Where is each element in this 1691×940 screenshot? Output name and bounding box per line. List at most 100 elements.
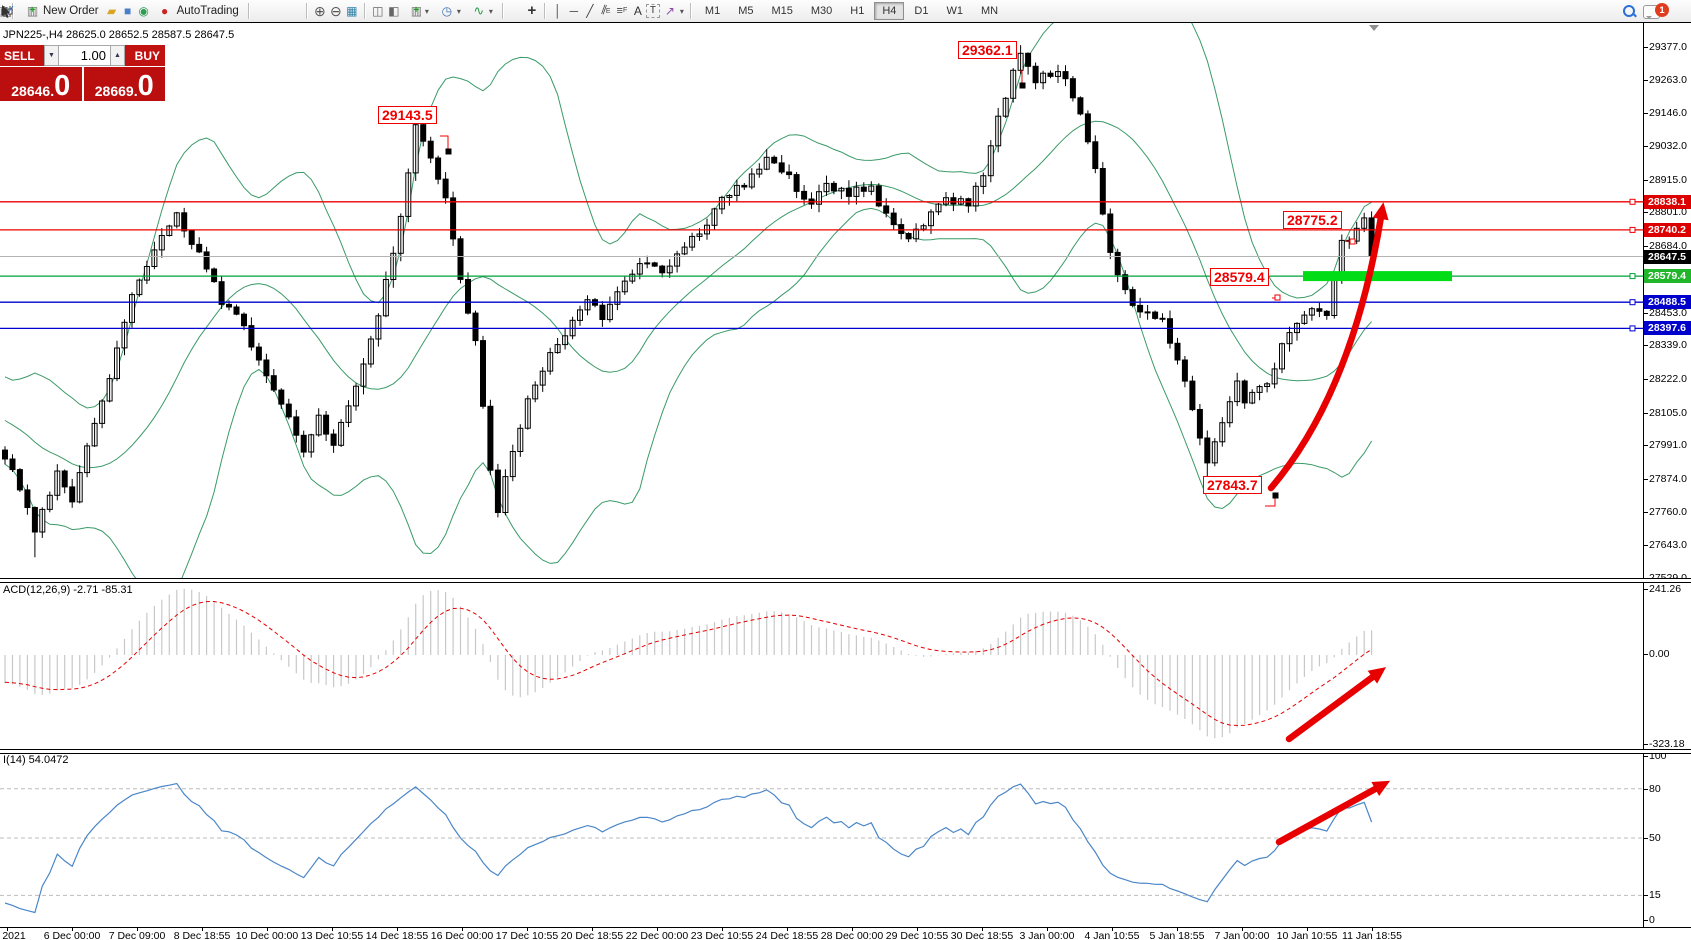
new-chart-dropdown[interactable]: ▥ + ▾ bbox=[402, 1, 434, 21]
sell-button[interactable]: SELL bbox=[0, 45, 44, 66]
annotation-arrow[interactable] bbox=[1285, 672, 1378, 743]
candlestick-chart-type-icon[interactable] bbox=[2, 3, 286, 19]
vertical-line-tool-icon[interactable]: │ bbox=[554, 4, 562, 18]
mql-community-icon[interactable]: ■ bbox=[123, 4, 132, 18]
timeframe-button-m15[interactable]: M15 bbox=[771, 5, 793, 17]
timeframe-button-d1[interactable]: D1 bbox=[914, 5, 929, 17]
crosshair-tool-icon[interactable]: + bbox=[527, 2, 537, 19]
zoom-in-icon[interactable]: ⊕ bbox=[313, 3, 326, 19]
annotation-arrow[interactable] bbox=[1275, 784, 1381, 846]
chart-shift-marker[interactable] bbox=[1369, 25, 1379, 31]
new-order-button[interactable]: ▥ + New Order bbox=[18, 1, 104, 21]
main-price-pane[interactable] bbox=[0, 23, 1643, 578]
auto-arrange-icon[interactable]: ◫ bbox=[372, 4, 384, 18]
gold-symbols-icon[interactable]: ▰ bbox=[106, 4, 117, 18]
period-dropdown[interactable]: ◷ ▾ bbox=[434, 1, 466, 21]
text-label-tool-icon[interactable]: T bbox=[645, 4, 660, 18]
time-axis-tick bbox=[592, 928, 593, 931]
level-price-badge: 28838.1 bbox=[1644, 194, 1691, 209]
timeframe-button-m1[interactable]: M1 bbox=[704, 5, 721, 17]
timeframe-button-h4[interactable]: H4 bbox=[874, 2, 905, 20]
callout-anchor-marker[interactable] bbox=[445, 148, 452, 155]
toolbar-separator bbox=[363, 3, 366, 19]
toolbar-separator bbox=[543, 3, 546, 19]
shapes-dropdown[interactable]: ↗ ▾ bbox=[660, 1, 686, 21]
bar-chart-type-icon[interactable] bbox=[1, 3, 270, 19]
macd-signal-line[interactable] bbox=[4, 600, 1372, 727]
buy-price-main: 28669. bbox=[94, 83, 138, 99]
horizontal-line-tool-icon[interactable]: ─ bbox=[569, 4, 579, 18]
annotation-arrow[interactable] bbox=[1267, 213, 1385, 492]
line-anchor-marker[interactable] bbox=[1629, 226, 1636, 233]
notifications-group[interactable]: 1 bbox=[1643, 2, 1677, 20]
tile-windows-icon[interactable]: ▦ bbox=[346, 4, 358, 18]
timeframe-button-h1[interactable]: H1 bbox=[850, 5, 865, 17]
rsi-line[interactable] bbox=[4, 782, 1373, 914]
time-axis-label: 7 Dec 09:00 bbox=[108, 930, 166, 940]
buy-price-display[interactable]: 28669. 0 bbox=[83, 67, 165, 103]
time-axis-label: 24 Dec 18:55 bbox=[755, 930, 819, 940]
callout-connector bbox=[1020, 70, 1023, 85]
macd-histogram[interactable] bbox=[4, 588, 1373, 739]
line-anchor-marker[interactable] bbox=[1629, 325, 1636, 332]
rsi-axis-label: 50 bbox=[1644, 832, 1661, 844]
trendline-tool-icon[interactable]: ╱ bbox=[586, 4, 594, 18]
time-axis-tick bbox=[917, 928, 918, 931]
line-anchor-marker[interactable] bbox=[1629, 273, 1636, 280]
price-tick-label: 29146.0 bbox=[1644, 107, 1687, 120]
callout-anchor-marker[interactable] bbox=[1019, 82, 1026, 89]
chart-window: JPN225-,H4 28625.0 28652.5 28587.5 28647… bbox=[0, 22, 1691, 940]
time-axis-tick bbox=[1177, 928, 1178, 931]
pane-separator[interactable] bbox=[0, 578, 1691, 583]
price-axis[interactable]: 29377.0 29263.0 29146.0 29032.0 28915.0 28801… bbox=[1643, 23, 1691, 927]
autotrading-label: AutoTrading bbox=[176, 5, 239, 17]
macd-pane[interactable] bbox=[0, 582, 1643, 749]
indicators-dropdown[interactable]: ∿ ▾ bbox=[466, 1, 498, 21]
price-tick-label: 27991.0 bbox=[1644, 439, 1687, 452]
buy-button[interactable]: BUY bbox=[125, 45, 165, 66]
search-icon[interactable] bbox=[1623, 5, 1635, 17]
rsi-pane[interactable] bbox=[0, 752, 1643, 927]
bollinger-lower-band[interactable] bbox=[4, 207, 1373, 578]
price-callout[interactable]: 28775.2 bbox=[1283, 211, 1342, 229]
green-highlight-zone[interactable] bbox=[1303, 271, 1452, 282]
bollinger-upper-band[interactable] bbox=[4, 23, 1372, 409]
timeframe-button-w1[interactable]: W1 bbox=[946, 5, 963, 17]
bollinger-middle-band[interactable] bbox=[4, 120, 1372, 469]
autotrading-button[interactable]: ● AutoTrading bbox=[152, 1, 244, 21]
line-chart-type-icon[interactable] bbox=[0, 3, 302, 19]
callout-anchor-marker[interactable] bbox=[1272, 492, 1279, 499]
sell-price-display[interactable]: 28646. 0 bbox=[0, 67, 82, 101]
chart-shift-icon[interactable]: ◧ bbox=[388, 4, 400, 18]
annotation-arrow-head bbox=[1367, 667, 1387, 684]
price-callout[interactable]: 29143.5 bbox=[378, 106, 437, 124]
time-axis-tick bbox=[267, 928, 268, 931]
text-tool-icon[interactable]: A bbox=[633, 4, 642, 18]
volume-input[interactable]: 1.00 bbox=[59, 45, 110, 66]
signals-icon[interactable]: ◉ bbox=[138, 4, 149, 18]
price-callout[interactable]: 29362.1 bbox=[958, 41, 1017, 59]
pane-separator[interactable] bbox=[0, 749, 1691, 754]
fibonacci-tool-icon[interactable]: ≡ F bbox=[616, 5, 628, 17]
price-callout[interactable]: 27843.7 bbox=[1203, 476, 1262, 494]
callout-anchor-marker[interactable] bbox=[1349, 238, 1356, 245]
indicators-icon: ∿ bbox=[473, 3, 485, 18]
price-callout[interactable]: 28579.4 bbox=[1210, 268, 1269, 286]
line-anchor-marker[interactable] bbox=[1629, 299, 1636, 306]
zoom-out-icon[interactable]: ⊖ bbox=[329, 3, 342, 19]
time-axis[interactable]: ec 2021 6 Dec 00:00 7 Dec 09:00 8 Dec 18:55… bbox=[0, 927, 1691, 940]
time-axis-tick bbox=[462, 928, 463, 931]
candles[interactable] bbox=[2, 45, 1375, 558]
price-tick-label: 28801.0 bbox=[1644, 206, 1687, 219]
timeframe-button-mn[interactable]: MN bbox=[980, 5, 999, 17]
buy-price-big-digit: 0 bbox=[137, 70, 154, 103]
callout-anchor-marker[interactable] bbox=[1274, 294, 1281, 301]
volume-increase-button[interactable]: ▲ bbox=[110, 45, 125, 66]
timeframe-button-m30[interactable]: M30 bbox=[810, 5, 833, 17]
timeframe-button-m5[interactable]: M5 bbox=[738, 5, 754, 17]
line-anchor-marker[interactable] bbox=[1629, 198, 1636, 205]
cursor-tool-icon[interactable] bbox=[2, 3, 524, 19]
volume-decrease-button[interactable]: ▼ bbox=[44, 45, 59, 66]
time-axis-tick bbox=[1047, 928, 1048, 931]
